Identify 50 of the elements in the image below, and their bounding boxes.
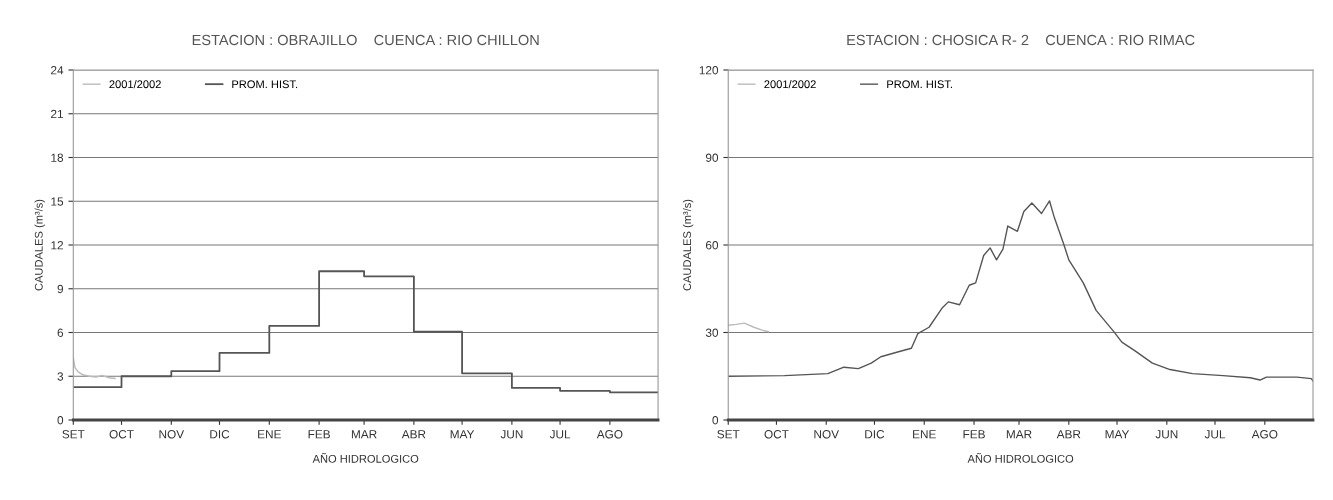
y-axis-title: CAUDALES (m³/s) — [34, 199, 45, 291]
x-tick-label: ABR — [401, 430, 426, 439]
y-tick-label: 0 — [57, 416, 64, 425]
y-tick-label: 6 — [57, 328, 64, 337]
x-tick-label: AGO — [1251, 430, 1278, 439]
y-tick-label: 90 — [705, 153, 719, 162]
y-tick-label: 30 — [705, 328, 719, 337]
legend-label: PROM. HIST. — [887, 80, 952, 89]
x-tick-label: ENE — [913, 430, 936, 439]
y-tick-label: 12 — [51, 241, 63, 250]
x-tick-label: MAR — [1006, 430, 1032, 439]
x-axis-title: AÑO HIDROLOGICO — [312, 452, 419, 463]
x-tick-label: ENE — [258, 430, 281, 439]
y-tick-label: 24 — [51, 66, 64, 75]
x-tick-label: MAY — [1105, 430, 1130, 439]
y-tick-label: 0 — [712, 416, 719, 425]
legend-label: 2001/2002 — [764, 80, 816, 89]
chart-title: ESTACION : CHOSICA R- 2 CUENCA : RIO RIMAC — [847, 34, 1195, 46]
y-axis-title: CAUDALES (m³/s) — [682, 199, 694, 291]
y-tick-label: 9 — [57, 284, 64, 294]
y-tick-label: 15 — [51, 197, 64, 206]
line-series — [728, 322, 770, 333]
x-tick-label: DIC — [210, 430, 230, 439]
x-tick-label: ABR — [1056, 430, 1081, 439]
x-tick-label: OCT — [764, 430, 789, 439]
x-tick-label: MAR — [351, 430, 377, 439]
x-tick-label: NOV — [814, 430, 839, 439]
x-tick-label: SET — [62, 430, 85, 439]
x-tick-label: NOV — [159, 430, 185, 439]
x-tick-label: OCT — [109, 430, 134, 439]
x-tick-label: JUN — [1155, 430, 1178, 439]
x-tick-label: FEB — [963, 430, 985, 439]
x-tick-label: SET — [717, 430, 740, 439]
x-tick-label: DIC — [865, 430, 885, 439]
x-tick-label: JUL — [1204, 430, 1226, 439]
chart-title: ESTACION : OBRAJILLO CUENCA : RIO CHILLON — [192, 34, 539, 46]
line-series — [728, 200, 1314, 382]
x-tick-label: JUL — [549, 430, 571, 439]
legend-label: PROM. HIST. — [232, 80, 298, 89]
y-tick-label: 3 — [57, 372, 64, 381]
y-tick-label: 21 — [51, 109, 64, 119]
x-axis-title: AÑO HIDROLOGICO — [967, 452, 1074, 463]
legend-label: 2001/2002 — [109, 80, 161, 89]
y-tick-label: 120 — [699, 66, 719, 75]
x-tick-label: AGO — [596, 430, 623, 439]
y-tick-label: 18 — [51, 153, 64, 162]
y-tick-label: 60 — [705, 241, 719, 250]
x-tick-label: JUN — [500, 430, 523, 439]
x-tick-label: FEB — [308, 430, 330, 439]
x-tick-label: MAY — [450, 430, 475, 439]
